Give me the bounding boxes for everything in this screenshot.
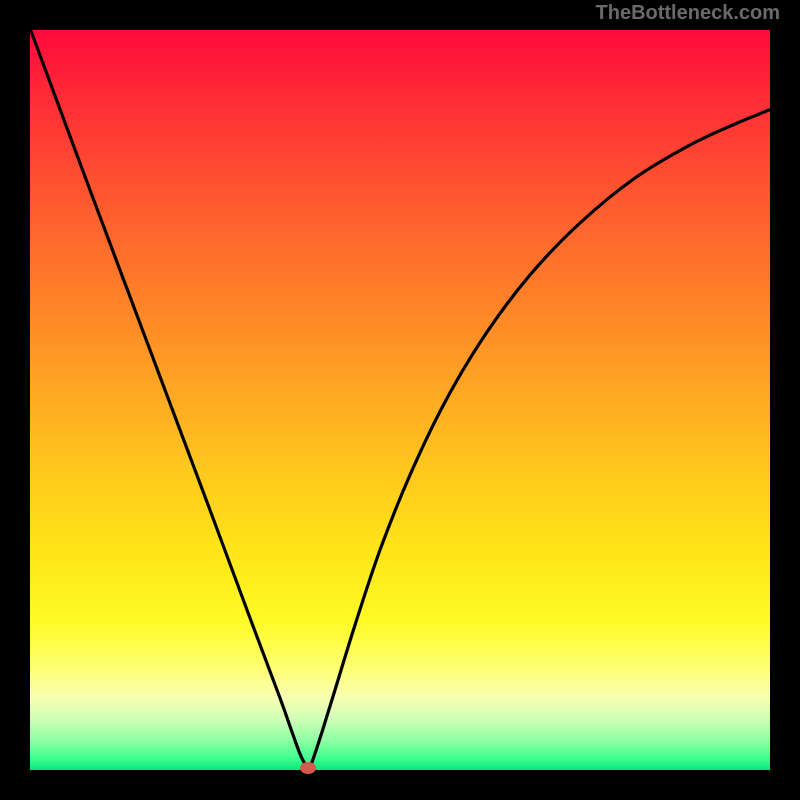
bottleneck-curve xyxy=(31,31,769,769)
curve-layer xyxy=(30,30,770,770)
watermark-text: TheBottleneck.com xyxy=(596,2,780,25)
chart-container: TheBottleneck.com xyxy=(0,0,800,800)
plot-area xyxy=(30,30,770,770)
optimum-marker xyxy=(300,762,316,774)
